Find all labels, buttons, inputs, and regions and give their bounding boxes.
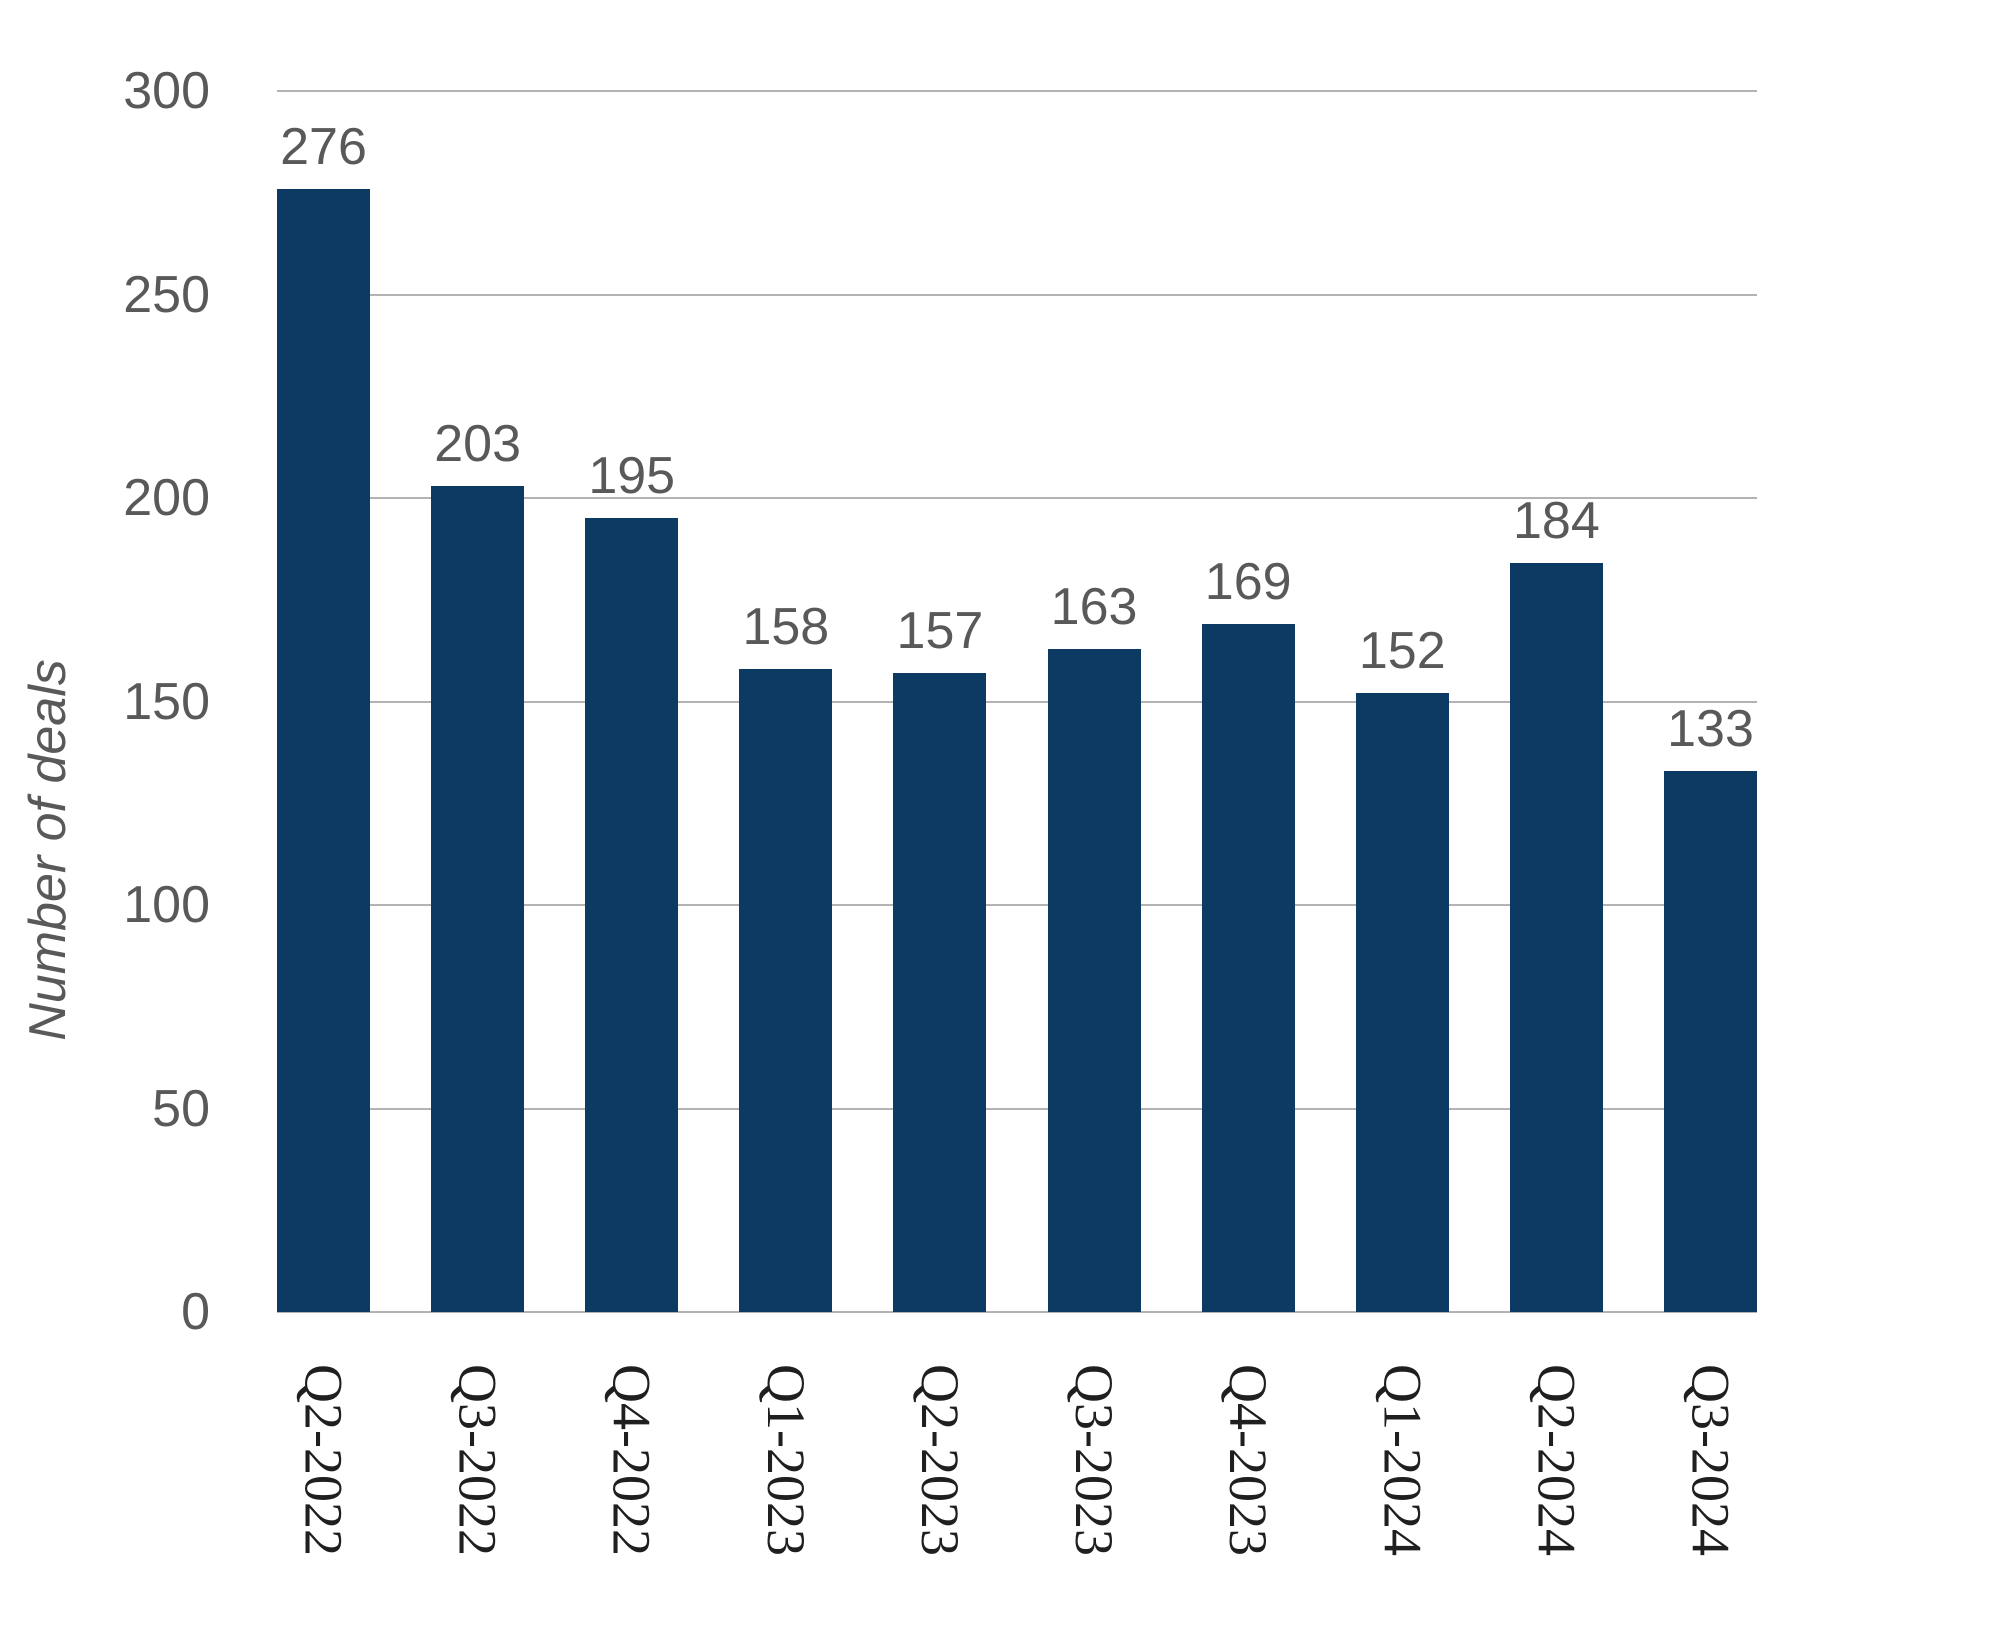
x-tick-label: Q2-2023 <box>909 1364 970 1556</box>
x-tick-label: Q4-2022 <box>601 1364 662 1556</box>
bar <box>1509 563 1603 1312</box>
bar <box>893 673 987 1312</box>
y-tick-label: 100 <box>123 876 210 934</box>
bar-value-label: 203 <box>434 414 521 473</box>
bar-value-label: 163 <box>1050 577 1138 636</box>
bar-value-label: 158 <box>742 597 830 656</box>
plot-area <box>277 90 1757 1313</box>
bar <box>739 668 833 1312</box>
bar <box>1355 693 1449 1312</box>
bar <box>585 518 679 1312</box>
gridline <box>277 90 1757 92</box>
x-tick-label: Q3-2022 <box>447 1364 508 1556</box>
bar <box>277 188 370 1312</box>
x-tick-label: Q1-2024 <box>1372 1364 1433 1556</box>
x-tick-label: Q3-2023 <box>1064 1364 1125 1556</box>
gridline <box>277 293 1757 296</box>
y-tick-label: 0 <box>181 1283 210 1341</box>
gridline <box>277 700 1757 703</box>
gridline <box>277 904 1757 906</box>
x-tick-label: Q1-2023 <box>755 1364 816 1556</box>
bar <box>1047 648 1141 1312</box>
bar <box>431 485 525 1312</box>
gridline <box>277 1311 1757 1313</box>
bar-value-label: 157 <box>896 602 984 660</box>
bar <box>1664 770 1757 1312</box>
bar-value-label: 133 <box>1667 699 1754 758</box>
y-tick-label: 50 <box>152 1079 210 1138</box>
y-tick-label: 300 <box>123 62 210 120</box>
x-tick-label: Q2-2022 <box>293 1364 354 1556</box>
bar <box>1201 624 1295 1312</box>
bar-value-label: 169 <box>1204 553 1292 612</box>
x-tick-label: Q4-2023 <box>1218 1364 1279 1556</box>
y-tick-label: 150 <box>123 672 210 731</box>
bar-value-label: 152 <box>1358 622 1446 681</box>
bar-value-label: 184 <box>1512 492 1600 551</box>
bar-value-label: 195 <box>588 447 676 506</box>
y-tick-label: 200 <box>123 469 210 527</box>
gridline <box>277 1107 1757 1110</box>
x-tick-label: Q3-2024 <box>1680 1364 1741 1556</box>
y-tick-label: 250 <box>123 265 210 324</box>
bar-value-label: 276 <box>280 117 367 176</box>
gridline <box>277 497 1757 499</box>
x-tick-label: Q2-2024 <box>1526 1364 1587 1556</box>
